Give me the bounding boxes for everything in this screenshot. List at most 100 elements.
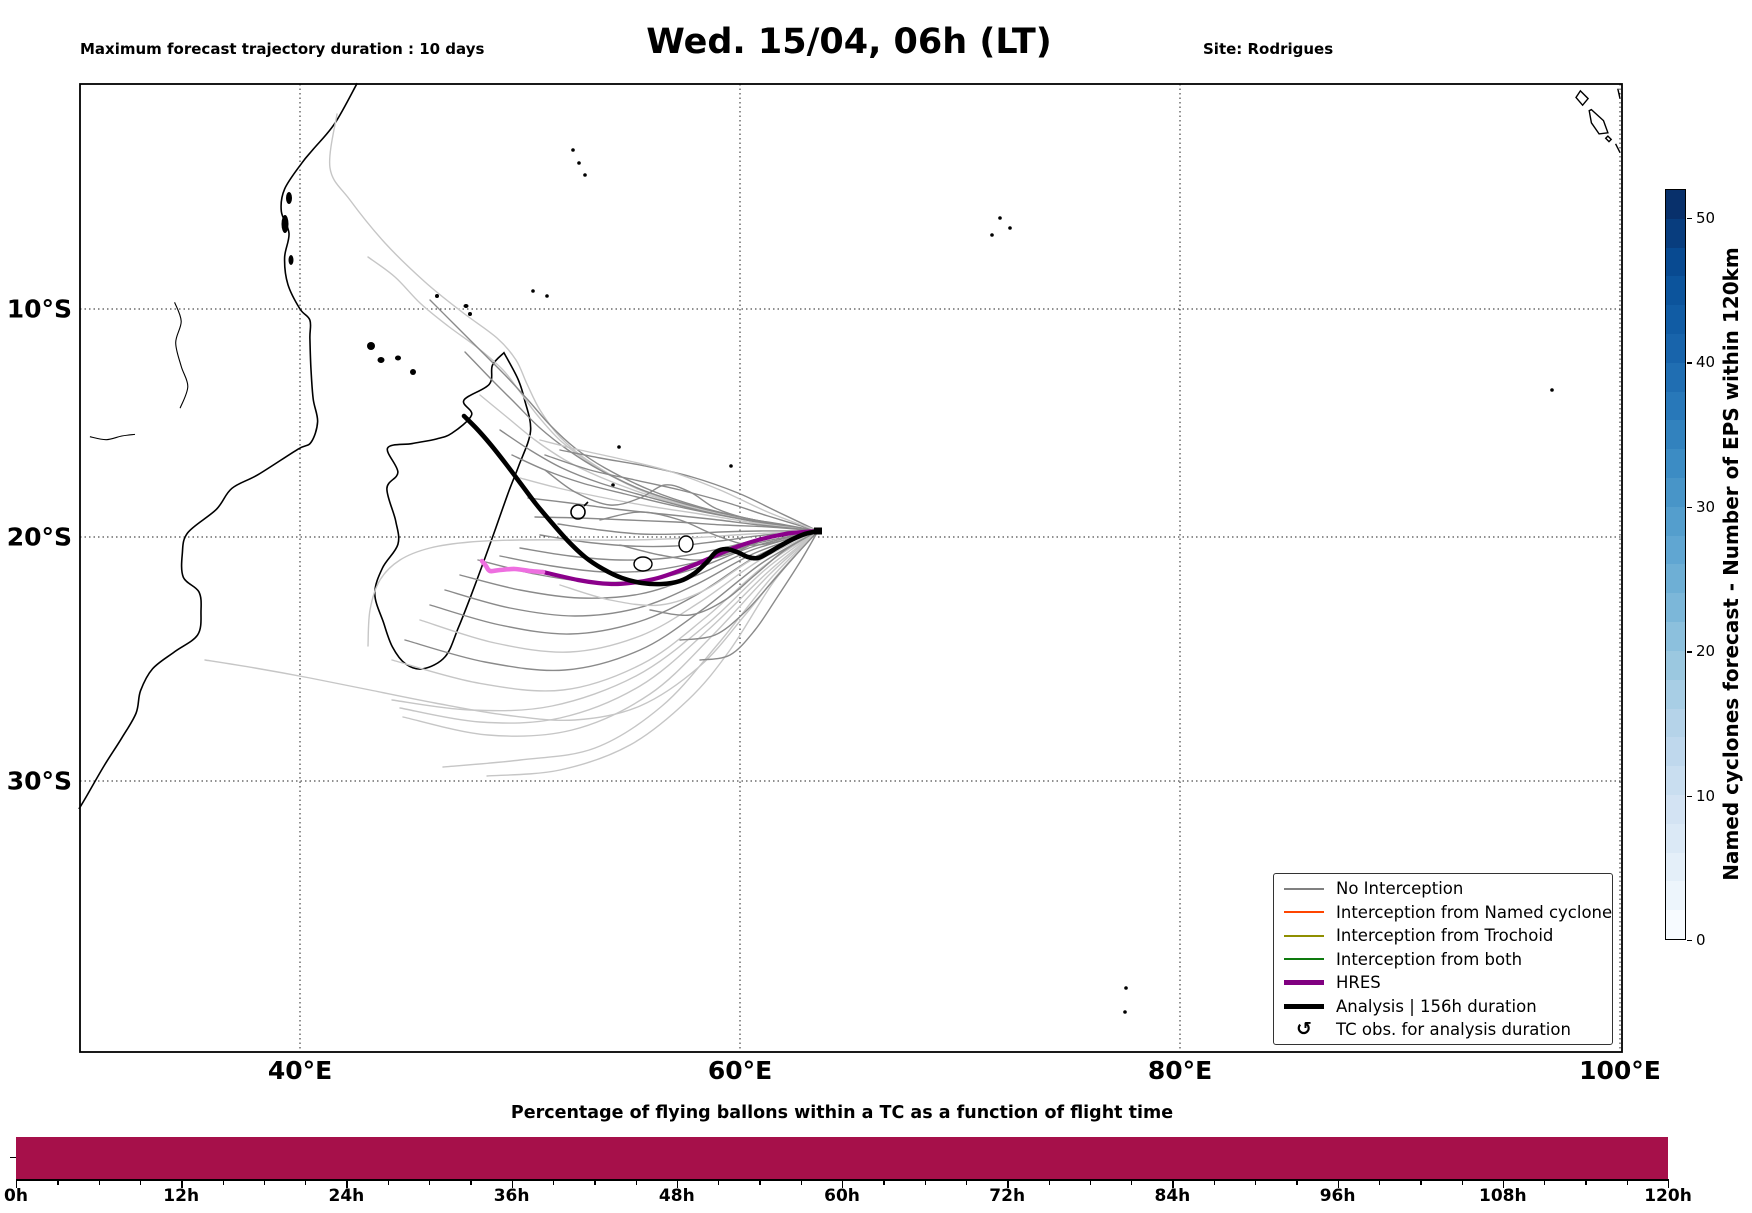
ensemble-trajectory [464, 351, 819, 532]
analysis-track [461, 413, 821, 587]
lake-outline [174, 302, 189, 409]
ensemble-trajectory [429, 299, 819, 532]
lon-tick-label: 40°E [267, 1056, 333, 1085]
lat-tick-label: 30°S [6, 766, 72, 796]
x-tick-label: 84h [1154, 1186, 1191, 1206]
colorbar-tick [1687, 217, 1692, 220]
hres-track-tail [479, 558, 546, 575]
x-tick-label: 60h [824, 1186, 860, 1206]
legend-item: ↺ TC obs. for analysis duration [1274, 1019, 1612, 1041]
sumatra-coast-fragment [1614, 143, 1621, 153]
colorbar-tick-label: 10 [1696, 786, 1716, 805]
colorbar-segment [1666, 189, 1685, 219]
x-tick-label: 96h [1319, 1186, 1356, 1206]
x-minor-tick [57, 1180, 59, 1185]
x-tick-label: 72h [989, 1186, 1026, 1206]
colorbar-segment [1666, 391, 1685, 421]
x-minor-tick [429, 1180, 431, 1185]
colorbar-segment [1666, 852, 1685, 882]
legend-item: No Interception [1274, 878, 1612, 900]
x-minor-tick [1213, 1180, 1216, 1185]
island-speck [1123, 1010, 1127, 1014]
ensemble-trajectory [486, 530, 819, 777]
reunion-island [633, 556, 653, 572]
map-legend: No Interception Interception from Named c… [1273, 873, 1613, 1045]
tc-obs-icon: ↺ [1296, 1018, 1312, 1040]
colorbar-tick-label: 20 [1696, 642, 1716, 661]
colorbar-segment [1666, 276, 1685, 306]
island-speck [577, 161, 581, 165]
islet [367, 342, 375, 350]
x-minor-tick [924, 1180, 926, 1185]
legend-item-label: Interception from Trochoid [1336, 926, 1554, 945]
balloon-percentage-bar [16, 1137, 1668, 1179]
legend-sample [1284, 980, 1324, 985]
island-speck [1008, 226, 1012, 230]
balloon-chart-x-axis [16, 1179, 1669, 1181]
x-major-tick [1172, 1180, 1174, 1188]
x-minor-tick [1420, 1180, 1422, 1185]
ensemble-trajectory [544, 469, 819, 532]
colorbar-segment [1666, 708, 1685, 738]
x-minor-tick [1585, 1180, 1587, 1185]
lon-tick-label: 100°E [1579, 1056, 1661, 1085]
colorbar-segment [1666, 420, 1685, 450]
islet [288, 255, 294, 265]
x-major-tick [511, 1180, 513, 1188]
islet [435, 294, 439, 298]
x-minor-tick [387, 1180, 390, 1185]
island-speck [583, 173, 587, 177]
colorbar-segment [1666, 823, 1685, 853]
legend-sample [1284, 887, 1324, 890]
colorbar-segment [1666, 766, 1685, 795]
ensemble-trajectory [367, 256, 819, 532]
ensemble-trajectory [539, 530, 819, 548]
legend-item-label: Analysis | 156h duration [1336, 996, 1537, 1016]
legend-item-label: No Interception [1336, 879, 1464, 898]
tc-obs-marker-tail [583, 501, 589, 507]
legend-item-label: Interception from both [1336, 949, 1523, 969]
lon-tick-label: 80°E [1147, 1056, 1213, 1085]
ensemble-trajectory [204, 530, 819, 722]
island-speck [729, 464, 733, 468]
lake-outline [89, 433, 136, 441]
ensemble-trajectory [679, 530, 819, 641]
eps-count-colorbar [1665, 189, 1686, 940]
colorbar-tick [1687, 795, 1692, 797]
x-major-tick [346, 1180, 348, 1188]
x-major-tick [1502, 1180, 1505, 1188]
sumatra-coast-fragment [1617, 88, 1621, 99]
legend-line-sample [1284, 911, 1324, 913]
island-speck [611, 483, 615, 487]
x-minor-tick [1544, 1180, 1546, 1185]
x-minor-tick [594, 1180, 596, 1185]
x-minor-tick [552, 1180, 555, 1185]
legend-item-label: TC obs. for analysis duration [1336, 1020, 1571, 1039]
x-tick-label: 120h [1644, 1186, 1692, 1206]
colorbar-segment [1666, 593, 1685, 623]
x-major-tick [1668, 1180, 1670, 1188]
colorbar-segment [1666, 362, 1685, 392]
legend-line-sample [1284, 887, 1324, 890]
x-tick-label: 36h [493, 1186, 530, 1206]
x-tick-label: 48h [658, 1186, 695, 1206]
figure-title: Wed. 15/04, 06h (LT) [646, 22, 1052, 62]
island-speck [1550, 388, 1554, 392]
colorbar-segment [1666, 650, 1685, 680]
x-tick-label: 24h [328, 1186, 365, 1206]
colorbar-segment [1666, 794, 1685, 824]
islet [281, 215, 289, 233]
colorbar-segment [1666, 333, 1685, 363]
legend-item: Analysis | 156h duration [1274, 995, 1612, 1017]
colorbar-tick [1687, 506, 1692, 509]
site-text: Site: Rodrigues [1203, 40, 1334, 58]
ensemble-trajectory [499, 429, 819, 532]
islet [395, 355, 401, 361]
x-minor-tick [1048, 1180, 1050, 1185]
ensemble-trajectory [444, 530, 819, 617]
colorbar-tick [1687, 651, 1692, 653]
islet [468, 312, 472, 316]
islet [463, 304, 469, 308]
colorbar-tick [1687, 940, 1692, 942]
ensemble-trajectory [419, 530, 819, 653]
